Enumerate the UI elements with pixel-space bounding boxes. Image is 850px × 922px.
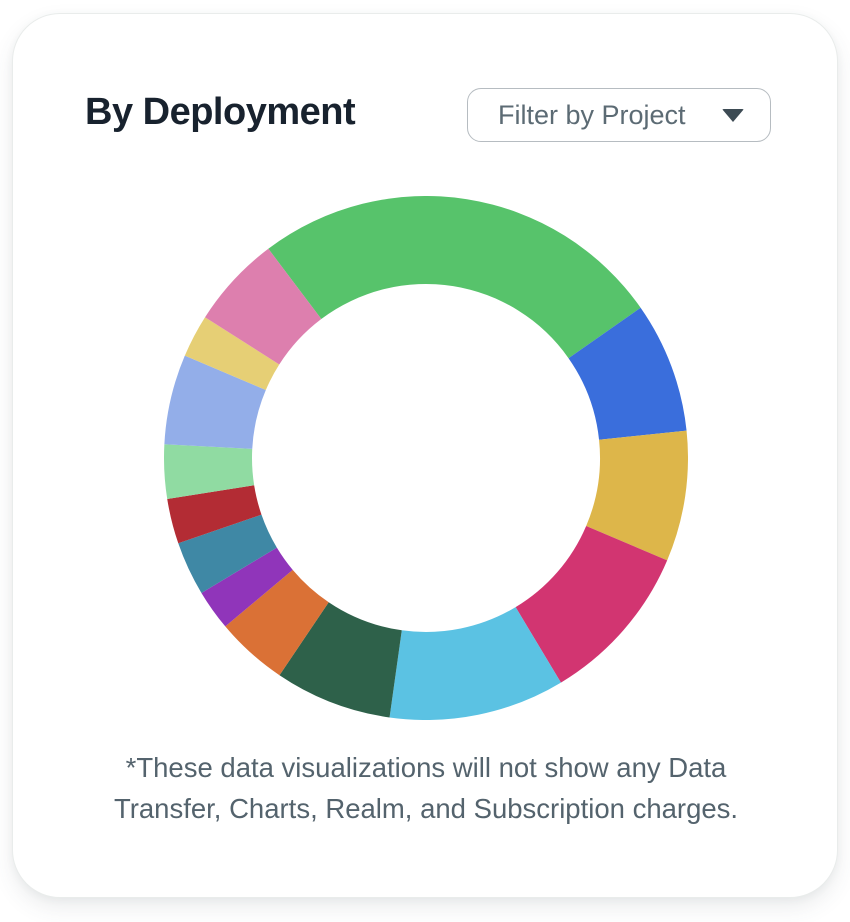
caret-down-icon [722,108,744,122]
donut-segment-mint[interactable] [164,444,255,499]
donut-segment-purple[interactable] [201,547,293,627]
filter-by-project-dropdown[interactable]: Filter by Project [467,88,771,142]
page-title: By Deployment [85,91,356,133]
donut-chart-svg [164,196,688,720]
donut-segment-green[interactable] [268,196,641,359]
by-deployment-card: By Deployment Filter by Project *These d… [12,13,838,898]
donut-segment-magenta[interactable] [515,525,668,683]
chart-footnote: *These data visualizations will not show… [13,747,839,829]
donut-segment-tan[interactable] [184,317,280,391]
donut-segment-cyan[interactable] [389,607,561,720]
donut-segment-rose[interactable] [205,248,322,365]
donut-segment-red[interactable] [167,485,262,544]
donut-segment-blue[interactable] [568,307,687,440]
footnote-line-2: Transfer, Charts, Realm, and Subscriptio… [113,793,739,824]
donut-segment-gold[interactable] [586,430,688,561]
donut-segment-dark-green[interactable] [279,602,402,718]
footnote-line-1: *These data visualizations will not show… [125,752,727,783]
donut-segment-orange[interactable] [225,569,329,676]
donut-segment-periwinkle[interactable] [164,355,266,449]
filter-dropdown-label: Filter by Project [498,99,686,130]
donut-segment-teal[interactable] [178,514,277,593]
deployment-donut-chart [164,196,688,720]
